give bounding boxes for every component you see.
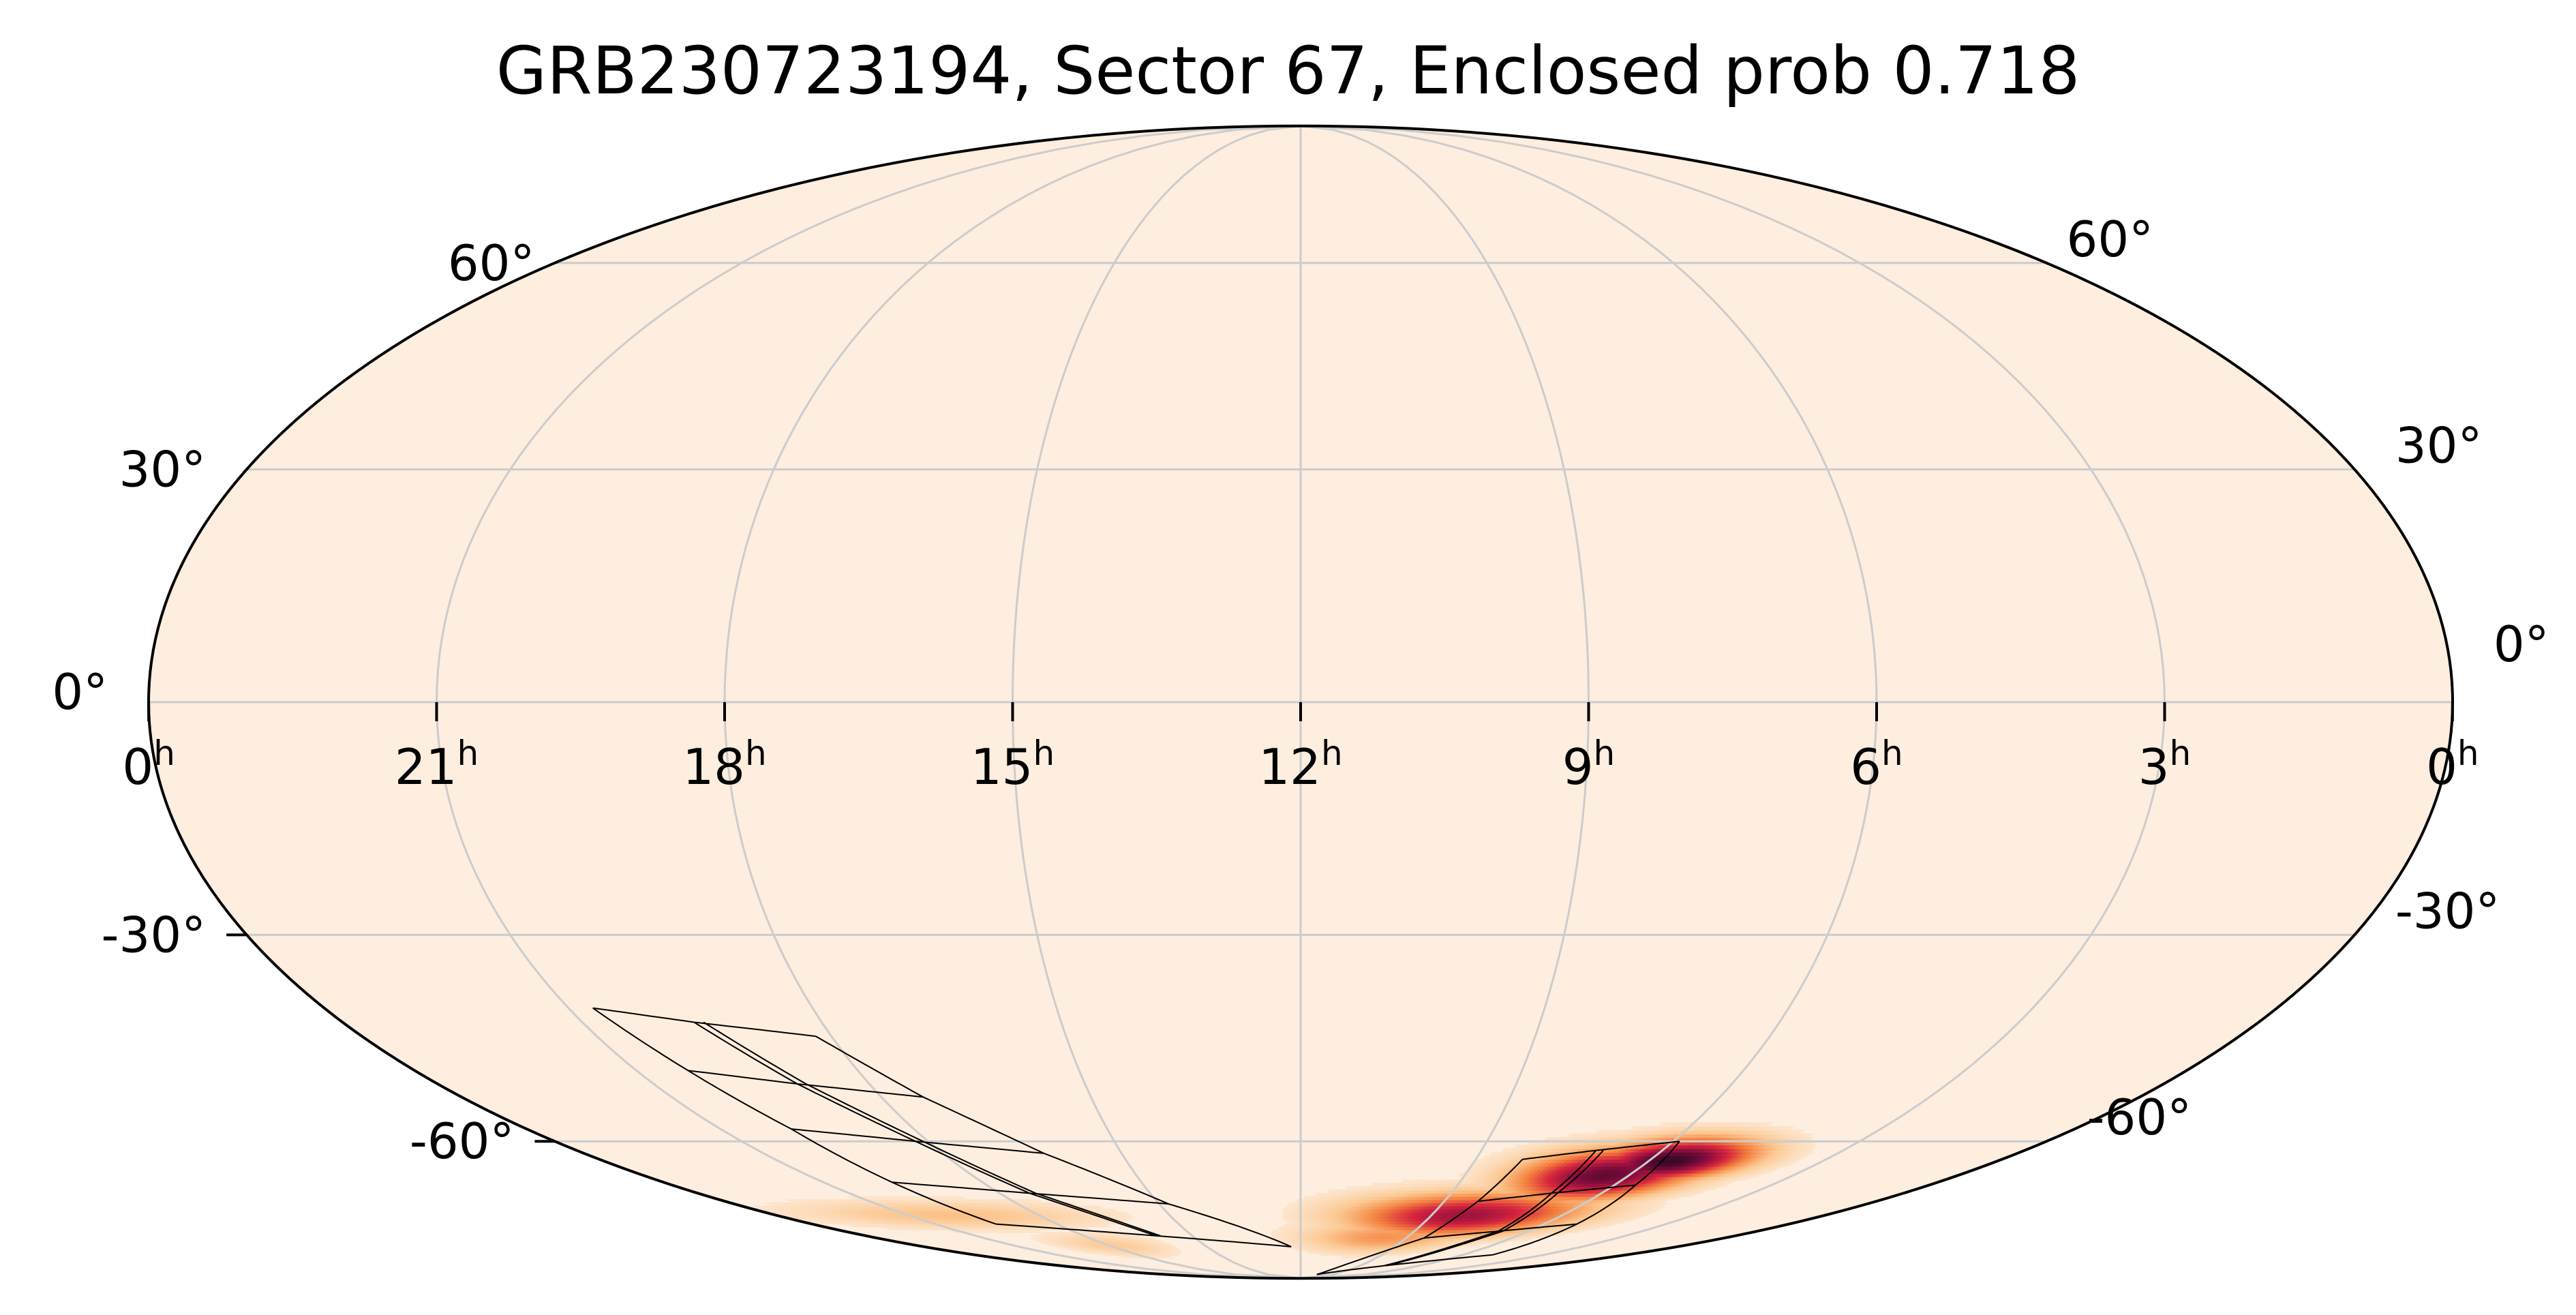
heatmap-cell: [1303, 1229, 1307, 1233]
dec-tick-label-right: 0°: [2494, 616, 2549, 673]
heatmap-cell: [1283, 1218, 1288, 1222]
heatmap-cell: [1285, 1205, 1290, 1210]
heatmap-cell: [1307, 1209, 1312, 1213]
heatmap-cell: [1307, 1199, 1313, 1204]
heatmap-cell: [1284, 1223, 1289, 1228]
heatmap-cell: [1304, 1196, 1309, 1200]
heatmap-cell: [1303, 1220, 1308, 1225]
heatmap-cell: [1286, 1220, 1292, 1225]
heatmap-cell: [1292, 1202, 1298, 1207]
heatmap-cell: [1312, 1199, 1317, 1204]
dec-tick-label-left: -30°: [102, 906, 207, 963]
heatmap-cell: [1277, 1226, 1283, 1230]
heatmap-cell: [1307, 1196, 1314, 1200]
dec-tick-label-left: -60°: [410, 1113, 515, 1170]
chart-title: GRB230723194, Sector 67, Enclosed prob 0…: [496, 33, 2080, 109]
dec-tick-label-right: -60°: [2087, 1089, 2192, 1146]
heatmap-cell: [1303, 1214, 1308, 1219]
heatmap-cell: [1293, 1214, 1298, 1219]
heatmap-cell: [1311, 1202, 1316, 1207]
dec-tick-label-left: 60°: [448, 235, 535, 292]
heatmap-cell: [1370, 1183, 1378, 1188]
heatmap-cell: [1303, 1205, 1309, 1210]
ra-tick-label: 0h: [2426, 734, 2479, 796]
heatmap-cell: [1282, 1211, 1288, 1216]
heatmap-cell: [1303, 1202, 1309, 1207]
heatmap-cell: [1316, 1192, 1322, 1197]
heatmap-cell: [1307, 1218, 1312, 1222]
heatmap-cell: [1307, 1205, 1313, 1210]
heatmap-cell: [1303, 1209, 1309, 1213]
heatmap-cell: [1272, 1229, 1277, 1233]
heatmap-cell: [1282, 1214, 1288, 1219]
heatmap-cell: [1307, 1214, 1312, 1219]
heatmap-cell: [1303, 1218, 1308, 1222]
heatmap-cell: [1288, 1202, 1294, 1207]
heatmap-cell: [1328, 1189, 1334, 1194]
heatmap-cell: [1303, 1211, 1309, 1216]
heatmap-cell: [1270, 1232, 1275, 1236]
dec-tick-label-left: 0°: [52, 663, 108, 721]
heatmap-cell: [1282, 1209, 1287, 1213]
dec-tick-label-right: 60°: [2067, 211, 2154, 268]
heatmap-cell: [1292, 1205, 1298, 1210]
heatmap-cell: [1292, 1209, 1298, 1213]
heatmap-cell: [1303, 1199, 1309, 1204]
heatmap-cell: [1307, 1202, 1313, 1207]
dec-tick-label-right: 30°: [2395, 417, 2483, 474]
heatmap-cell: [1303, 1226, 1307, 1230]
dec-tick-label-left: 30°: [119, 441, 207, 498]
heatmap-cell: [1345, 1186, 1351, 1191]
dec-tick-label-right: -30°: [2395, 882, 2500, 939]
